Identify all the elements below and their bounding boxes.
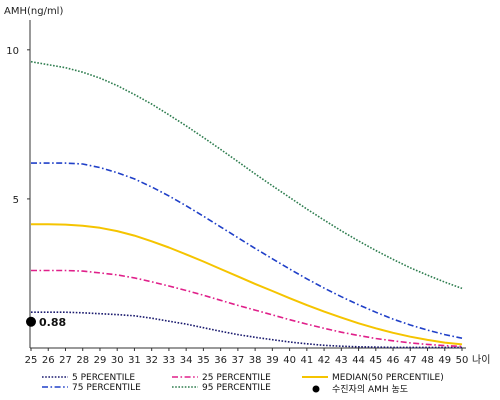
x-tick-label: 32: [145, 355, 158, 366]
x-tick-label: 48: [421, 355, 434, 366]
x-tick-label: 41: [300, 355, 313, 366]
legend-label: 5 PERCENTILE: [72, 373, 135, 383]
series-line-5-percentile: [31, 311, 462, 349]
x-tick-label: 35: [197, 355, 210, 366]
x-tick-label: 46: [387, 355, 400, 366]
x-tick-label: 50: [456, 355, 469, 366]
x-axis-label: 나이: [472, 354, 490, 366]
y-ticks: 5 10: [6, 46, 30, 206]
x-tick-label: 44: [352, 355, 365, 366]
x-tick-label: 43: [335, 355, 348, 366]
series-line-75-percentile: [31, 162, 463, 339]
x-tick-label: 30: [111, 355, 124, 366]
patient-marker-group: 0.88: [26, 316, 66, 329]
patient-amh-marker: [26, 316, 36, 327]
y-tick-label: 10: [6, 46, 19, 57]
x-tick-label: 36: [214, 355, 227, 366]
x-tick-label: 27: [59, 355, 72, 366]
y-tick-label: 5: [13, 195, 19, 206]
legend-label: MEDIAN(50 PERCENTILE): [332, 373, 444, 383]
patient-amh-value-label: 0.88: [39, 316, 66, 329]
legend-label: 75 PERCENTILE: [72, 383, 141, 393]
series-lines: [30, 60, 463, 349]
legend-label: 95 PERCENTILE: [202, 383, 271, 393]
legend-label: 수진자의 AMH 농도: [332, 384, 408, 395]
x-tick-label: 28: [76, 355, 89, 366]
series-line-median-50-percentile: [31, 223, 463, 346]
x-tick-label: 40: [283, 355, 296, 366]
x-tick-label: 33: [163, 355, 176, 366]
x-tick-label: 47: [404, 355, 417, 366]
x-tick-label: 25: [25, 355, 38, 366]
x-tick-label: 26: [42, 355, 55, 366]
x-tick-label: 38: [249, 355, 262, 366]
y-axis-label: AMH(ng/ml): [4, 6, 63, 17]
series-line-95-percentile: [30, 60, 463, 290]
x-ticks: 25 26 27 28 29 30 31 32 33 34 35 36 37 38 39 40 41 42 43 44…: [25, 348, 469, 366]
x-tick-label: 37: [232, 355, 245, 366]
series-line-25-percentile: [31, 269, 463, 348]
x-tick-label: 39: [266, 355, 279, 366]
legend: 5 PERCENTILE 25 PERCENTILE MEDIAN(50 PERCE…: [42, 373, 444, 395]
x-tick-label: 31: [128, 355, 141, 366]
x-tick-label: 29: [94, 355, 107, 366]
x-tick-label: 34: [180, 355, 193, 366]
x-tick-label: 45: [369, 355, 382, 366]
legend-label: 25 PERCENTILE: [202, 373, 271, 383]
x-tick-label: 49: [438, 355, 451, 366]
legend-marker-swatch: [312, 385, 320, 393]
x-tick-label: 42: [318, 355, 331, 366]
